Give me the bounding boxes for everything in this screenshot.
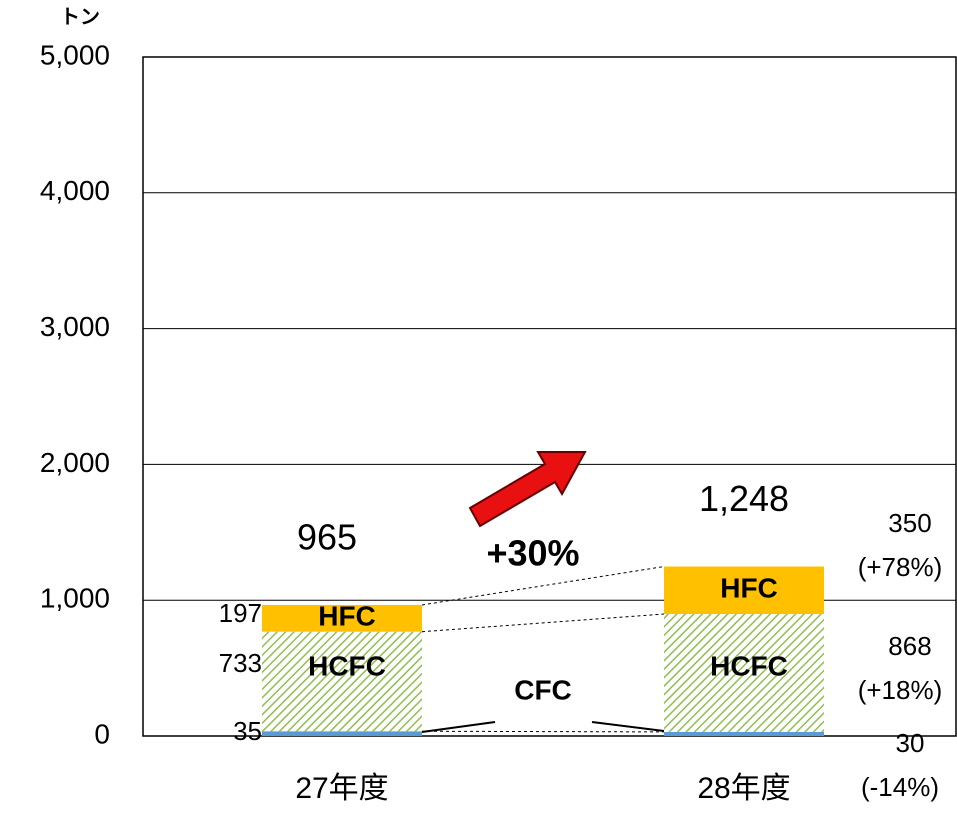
y-tick-label: 4,000: [40, 175, 110, 206]
series-label: HCFC: [710, 650, 788, 681]
leader: [421, 721, 496, 733]
bar-segment: [262, 631, 422, 732]
value-label: 868: [888, 631, 931, 661]
y-tick-label: 2,000: [40, 447, 110, 478]
value-label: 733: [219, 648, 262, 678]
series-label: HCFC: [308, 650, 386, 681]
series-label: HFC: [720, 573, 778, 604]
x-tick-label: 28年度: [697, 772, 790, 805]
y-tick-label: 1,000: [40, 583, 110, 614]
change-label: (+18%): [858, 675, 943, 705]
connector: [421, 730, 665, 733]
increase-arrow: [468, 451, 587, 528]
x-tick-label: 27年度: [295, 772, 388, 805]
value-label: 197: [219, 598, 262, 628]
total-label: 1,248: [699, 478, 789, 519]
connector: [421, 613, 665, 633]
y-tick-label: 5,000: [40, 39, 110, 70]
change-annotation: +30%: [486, 533, 579, 574]
bar-segment: [262, 731, 422, 736]
change-label: (+78%): [858, 552, 943, 582]
leader: [591, 721, 665, 732]
unit-label: トン: [60, 6, 100, 28]
bar-segment: [664, 566, 824, 615]
value-label: 30: [896, 728, 925, 758]
change-label: (-14%): [861, 772, 939, 802]
bar-segment: [664, 731, 824, 736]
bar-segment: [262, 604, 422, 632]
bar-segment: [664, 614, 824, 732]
series-label: HFC: [318, 601, 376, 632]
value-label: 350: [888, 508, 931, 538]
series-label: CFC: [514, 674, 572, 705]
total-label: 965: [297, 516, 357, 557]
connector: [421, 566, 665, 606]
plot-frame: [142, 56, 957, 737]
y-tick-label: 0: [94, 718, 110, 749]
value-label: 35: [233, 716, 262, 746]
y-tick-label: 3,000: [40, 311, 110, 342]
